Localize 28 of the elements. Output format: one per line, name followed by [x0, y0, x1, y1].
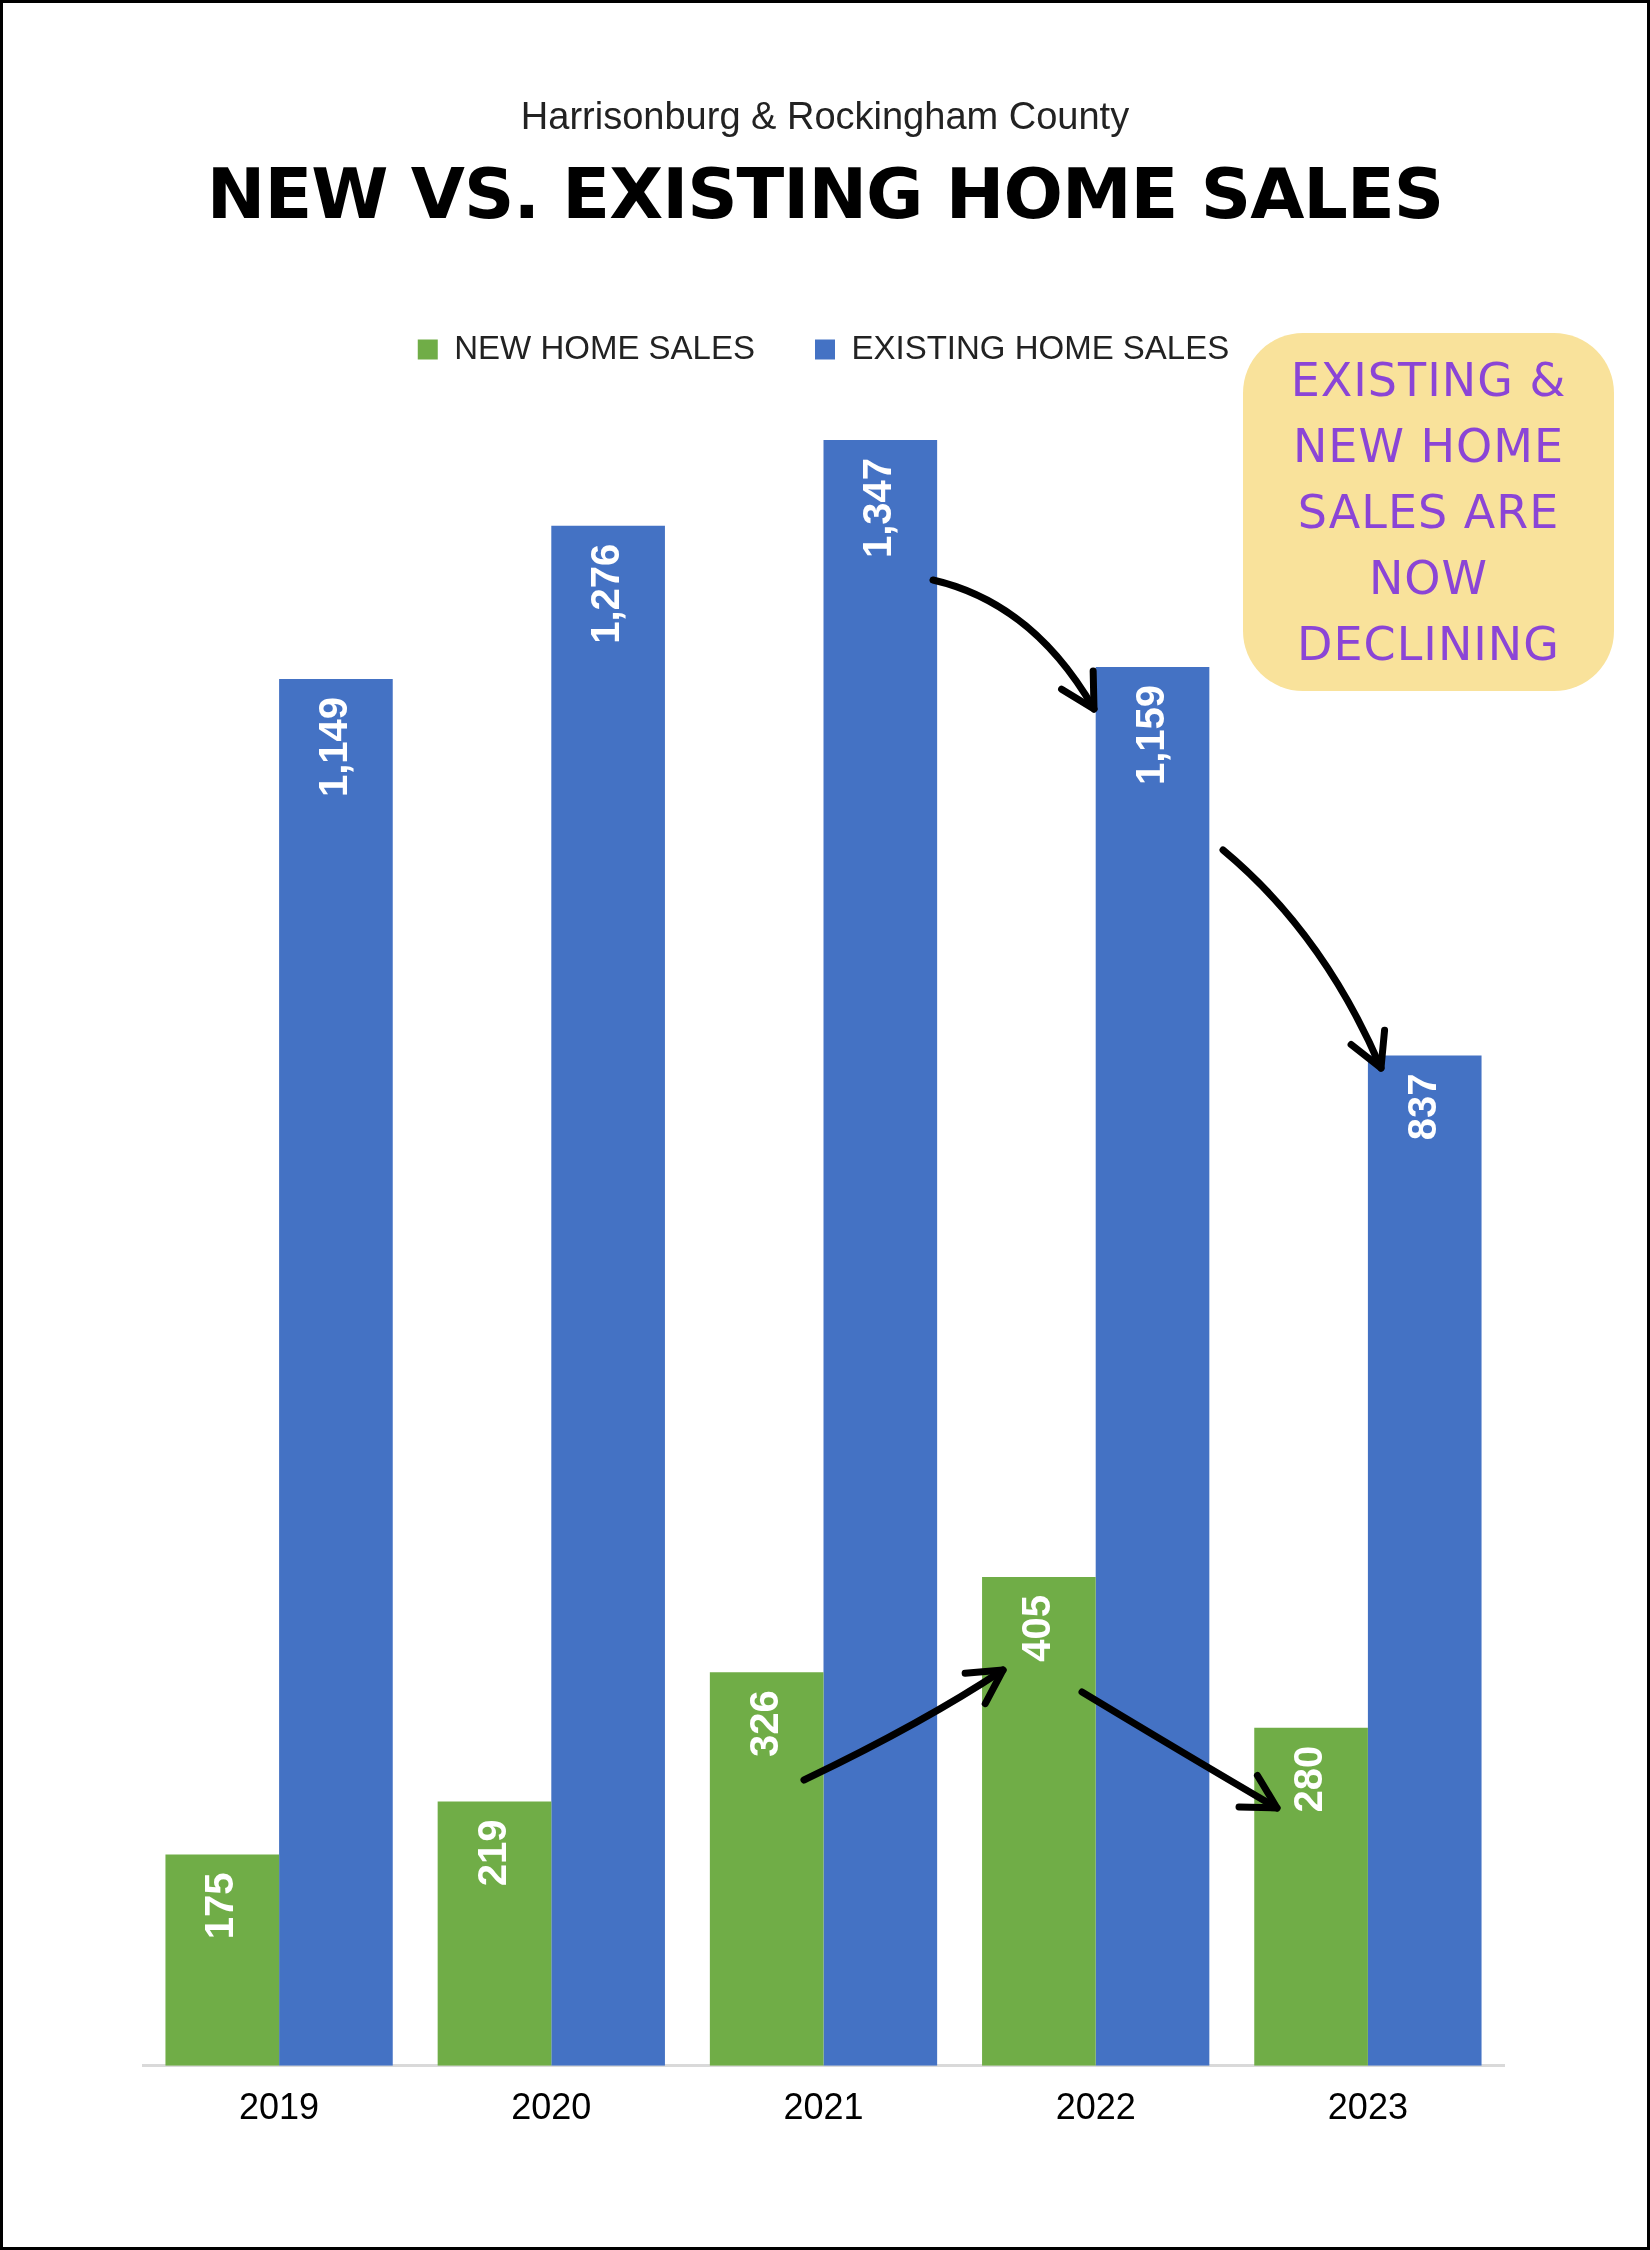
legend-label: EXISTING HOME SALES	[851, 328, 1230, 366]
x-tick-label: 2019	[239, 2086, 320, 2128]
bar	[437, 1801, 552, 2066]
data-label: 280	[1286, 1745, 1331, 1813]
data-label: 1,347	[855, 457, 900, 559]
bar	[1254, 1727, 1368, 2066]
data-label: 1,276	[583, 543, 628, 644]
x-tick-label: 2022	[1055, 2086, 1136, 2128]
bar	[709, 1672, 824, 2066]
bar	[982, 1576, 1096, 2066]
data-label: 837	[1399, 1073, 1444, 1141]
data-label: 175	[197, 1872, 242, 1940]
data-label: 1,149	[310, 696, 355, 798]
x-tick-label: 2021	[783, 2086, 864, 2128]
chart-subtitle: Harrisonburg & Rockingham County	[519, 95, 1131, 138]
data-label: 326	[741, 1690, 786, 1758]
data-label: 219	[469, 1819, 514, 1887]
bar	[551, 525, 665, 2066]
x-tick-label: 2020	[511, 2086, 592, 2128]
annotation: EXISTING & NEW HOME SALES ARE NOW DECLINING	[1243, 333, 1614, 691]
data-label: 1,159	[1127, 684, 1172, 785]
x-tick-label: 2023	[1327, 2086, 1408, 2128]
bar	[1367, 1055, 1482, 2066]
legend-label: NEW HOME SALES	[454, 328, 755, 366]
chart-title: NEW VS. EXISTING HOME SALES	[205, 153, 1445, 235]
bar	[279, 678, 393, 2066]
data-label: 405	[1013, 1594, 1058, 1662]
bar	[165, 1854, 280, 2066]
